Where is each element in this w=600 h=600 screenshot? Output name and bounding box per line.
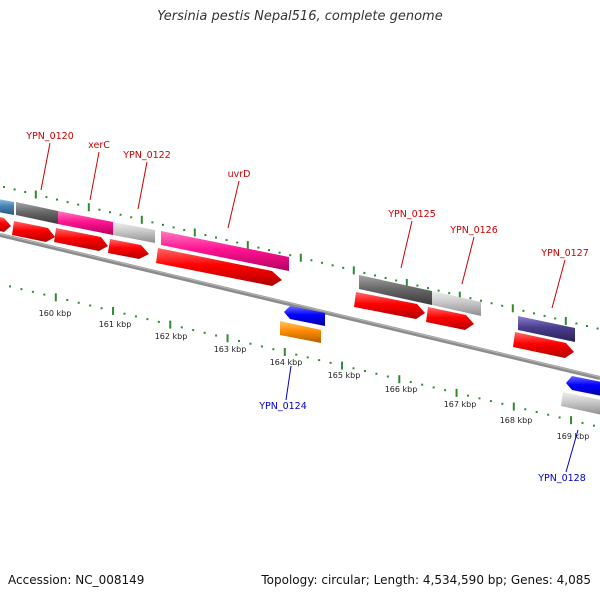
gene-label[interactable]: xerC bbox=[88, 140, 110, 151]
label-leader-line bbox=[461, 236, 475, 285]
cds-arrow[interactable] bbox=[426, 307, 474, 330]
gene-labels-top: YPN_0120 xerC YPN_0122 uvrD YPN_0125 YPN_0126… bbox=[25, 131, 589, 309]
cds-arrow[interactable] bbox=[0, 216, 11, 232]
scale-labels: 160 kbp 161 kbp 162 kbp 163 kbp 164 kbp 165 k… bbox=[39, 309, 590, 441]
gene-block[interactable] bbox=[16, 202, 58, 224]
cds-arrow[interactable] bbox=[513, 332, 574, 358]
label-leader-line bbox=[565, 429, 579, 473]
scale-label: 164 kbp bbox=[270, 358, 303, 367]
map-title: Yersinia pestis Nepal516, complete genom… bbox=[157, 9, 443, 24]
label-leader-line bbox=[400, 220, 413, 269]
gene-block[interactable] bbox=[432, 291, 481, 316]
gene-block[interactable] bbox=[566, 376, 600, 396]
label-leader-line bbox=[137, 161, 148, 210]
gene-block[interactable] bbox=[518, 316, 575, 342]
gene-block[interactable] bbox=[280, 321, 321, 343]
label-leader-line bbox=[40, 142, 51, 191]
label-leader-line bbox=[551, 259, 566, 309]
label-leader-line bbox=[227, 180, 240, 229]
gene-label[interactable]: YPN_0126 bbox=[449, 225, 498, 236]
gene-label[interactable]: uvrD bbox=[228, 169, 251, 180]
scale-label: 162 kbp bbox=[155, 332, 188, 341]
gene-block[interactable] bbox=[561, 392, 600, 415]
label-leader-line bbox=[285, 365, 292, 401]
gene-label[interactable]: YPN_0122 bbox=[122, 150, 171, 161]
gene-label[interactable]: YPN_0128 bbox=[537, 473, 586, 484]
scale-label: 161 kbp bbox=[99, 320, 132, 329]
gene-track-reverse bbox=[280, 306, 600, 415]
label-leader-line bbox=[89, 151, 100, 201]
cds-track bbox=[0, 216, 574, 358]
gene-block[interactable] bbox=[0, 199, 14, 215]
cds-arrow[interactable] bbox=[354, 292, 425, 319]
gene-track-forward bbox=[0, 199, 575, 342]
tick-track-bottom bbox=[9, 285, 595, 427]
gene-block[interactable] bbox=[284, 306, 325, 326]
scale-label: 165 kbp bbox=[328, 371, 361, 380]
gene-block[interactable] bbox=[58, 211, 113, 235]
genome-summary-text: Topology: circular; Length: 4,534,590 bp… bbox=[261, 573, 591, 587]
gene-block[interactable] bbox=[359, 275, 432, 305]
cds-arrow[interactable] bbox=[12, 221, 55, 242]
cds-arrow[interactable] bbox=[108, 239, 149, 259]
genome-backbone bbox=[0, 233, 600, 380]
cds-arrow[interactable] bbox=[54, 228, 108, 251]
tick-track-top bbox=[3, 185, 599, 330]
cds-arrow[interactable] bbox=[156, 248, 282, 286]
gene-label[interactable]: YPN_0127 bbox=[540, 248, 589, 259]
gene-labels-bottom: YPN_0124 YPN_0128 bbox=[258, 365, 586, 484]
accession-text: Accession: NC_008149 bbox=[8, 573, 145, 587]
gene-block[interactable] bbox=[161, 231, 289, 271]
scale-label: 160 kbp bbox=[39, 309, 72, 318]
gene-label[interactable]: YPN_0120 bbox=[25, 131, 74, 142]
scale-label: 163 kbp bbox=[214, 345, 247, 354]
scale-label: 167 kbp bbox=[444, 400, 477, 409]
scale-label: 168 kbp bbox=[500, 416, 533, 425]
gene-label[interactable]: YPN_0125 bbox=[387, 209, 436, 220]
scale-label: 169 kbp bbox=[557, 432, 590, 441]
scale-label: 166 kbp bbox=[385, 385, 418, 394]
gene-label[interactable]: YPN_0124 bbox=[258, 401, 307, 412]
gene-block[interactable] bbox=[113, 222, 155, 243]
